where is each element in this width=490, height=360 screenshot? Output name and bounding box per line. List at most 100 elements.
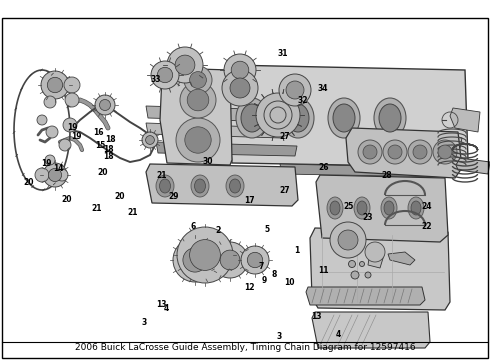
Text: 20: 20 [23,178,34,187]
Polygon shape [368,252,384,268]
Ellipse shape [411,201,421,215]
Circle shape [367,252,373,258]
Circle shape [157,67,172,83]
Circle shape [286,81,304,99]
Circle shape [46,126,58,138]
Circle shape [183,248,207,272]
Polygon shape [312,312,430,348]
Circle shape [64,77,80,93]
Circle shape [45,155,55,165]
Text: 4: 4 [336,330,341,339]
Text: 25: 25 [343,202,354,211]
Text: 21: 21 [92,204,102,213]
Circle shape [142,132,158,148]
Ellipse shape [374,98,406,138]
Text: 14: 14 [53,164,64,173]
Polygon shape [146,123,285,138]
Text: 21: 21 [127,208,138,217]
Circle shape [413,145,427,159]
Circle shape [173,238,217,282]
Text: 13: 13 [311,311,321,320]
Circle shape [338,230,358,250]
Circle shape [388,145,402,159]
Circle shape [190,72,206,89]
Ellipse shape [241,104,263,132]
Text: 5: 5 [265,225,270,234]
Ellipse shape [156,175,174,197]
Text: 3: 3 [142,318,147,327]
Polygon shape [280,164,450,177]
Circle shape [65,93,79,107]
Text: 9: 9 [262,276,267,285]
Text: 27: 27 [280,186,291,195]
Polygon shape [224,65,468,167]
Text: 20: 20 [98,168,108,177]
Circle shape [247,252,263,268]
Circle shape [230,78,250,98]
Text: 30: 30 [203,157,214,166]
Text: 24: 24 [421,202,432,211]
Text: 12: 12 [245,284,255,292]
Circle shape [176,118,220,162]
Text: 6: 6 [191,222,196,231]
Circle shape [59,139,71,151]
Polygon shape [306,287,425,305]
Circle shape [358,140,382,164]
Circle shape [351,271,359,279]
Text: 21: 21 [156,171,167,180]
Polygon shape [316,175,448,242]
Circle shape [408,140,432,164]
Circle shape [224,54,256,86]
Circle shape [185,127,211,153]
Ellipse shape [191,175,209,197]
Circle shape [146,136,154,144]
Text: 10: 10 [284,278,294,287]
Circle shape [270,107,286,123]
Text: 29: 29 [169,192,179,201]
Circle shape [222,70,258,106]
Ellipse shape [354,197,370,219]
Circle shape [56,169,68,181]
Circle shape [360,261,365,266]
Text: 28: 28 [382,171,392,180]
Polygon shape [450,108,480,132]
Ellipse shape [160,179,171,193]
Ellipse shape [282,98,314,138]
Circle shape [63,118,77,132]
Text: 19: 19 [71,132,81,140]
Text: 22: 22 [421,222,432,231]
Text: 20: 20 [115,192,125,201]
Text: 15: 15 [95,140,106,150]
Circle shape [212,242,248,278]
Circle shape [348,261,356,267]
Circle shape [151,61,179,89]
Circle shape [184,66,212,94]
Polygon shape [346,128,462,178]
Circle shape [220,250,240,270]
Ellipse shape [327,197,343,219]
Text: 13: 13 [156,300,167,309]
Text: 33: 33 [150,76,161,85]
Circle shape [241,246,269,274]
Circle shape [187,89,209,111]
Text: 8: 8 [271,270,276,279]
Circle shape [43,163,67,187]
Polygon shape [456,158,490,174]
Circle shape [363,145,377,159]
Text: 27: 27 [280,132,291,140]
Ellipse shape [384,201,394,215]
Text: 34: 34 [317,84,328,93]
Text: 19: 19 [41,158,52,168]
Ellipse shape [195,179,205,193]
Circle shape [383,140,407,164]
Polygon shape [160,68,232,165]
Text: 26: 26 [318,163,329,172]
Text: 16: 16 [93,128,103,137]
Ellipse shape [408,197,424,219]
Circle shape [41,71,69,99]
Text: 7: 7 [259,262,264,271]
Circle shape [365,242,385,262]
Circle shape [99,99,111,111]
Polygon shape [156,142,297,156]
Text: 3: 3 [277,332,282,341]
